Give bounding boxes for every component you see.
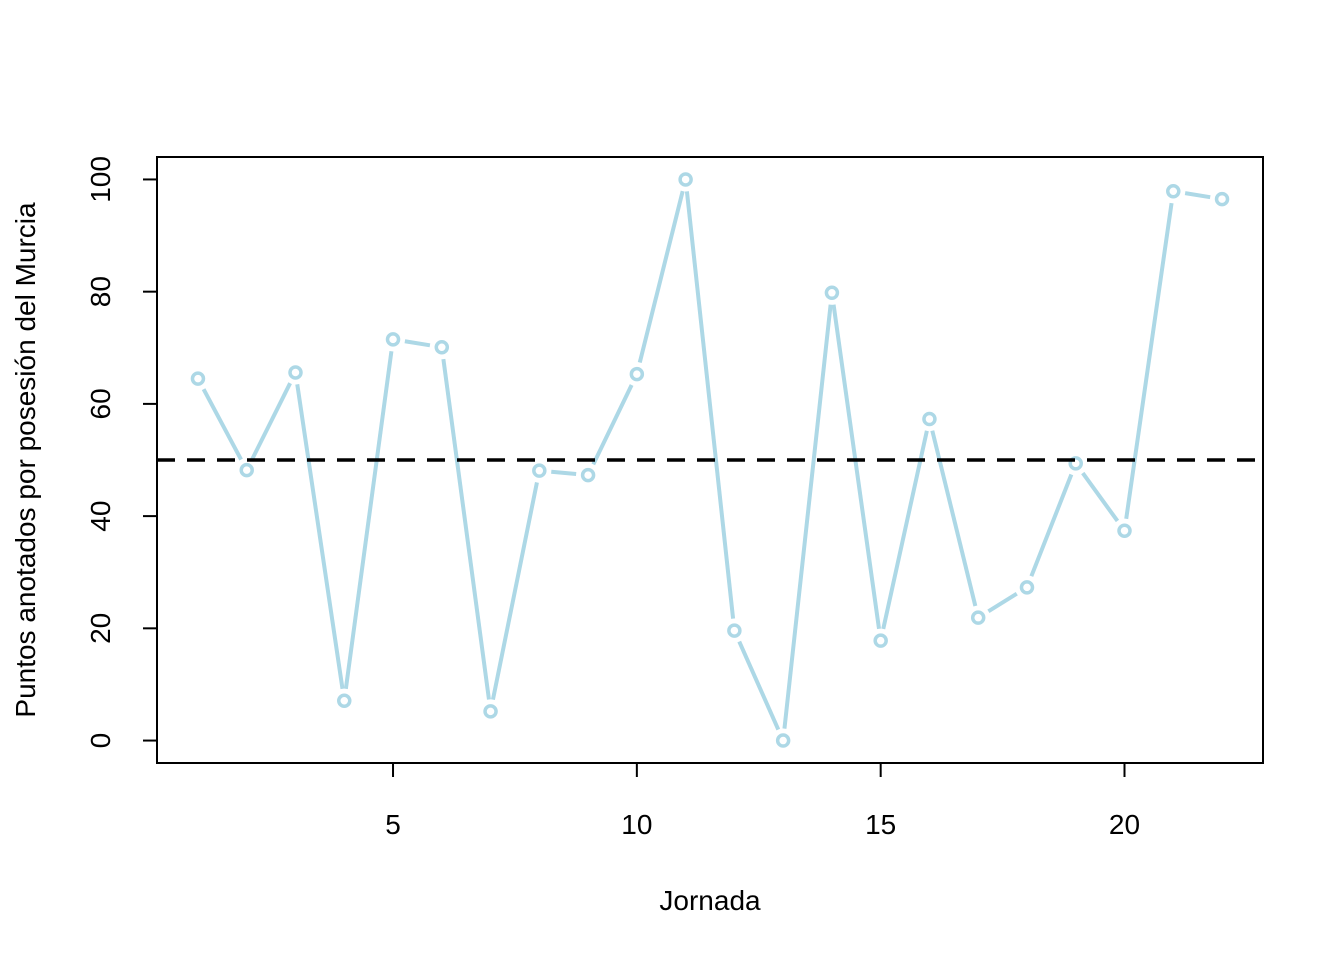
series-segment xyxy=(782,304,833,729)
y-tick-label: 40 xyxy=(85,501,116,532)
x-tick-label: 5 xyxy=(385,809,401,840)
y-tick-label: 100 xyxy=(85,156,116,203)
data-point xyxy=(239,462,254,478)
data-point xyxy=(1068,456,1083,471)
data-point xyxy=(727,623,742,638)
series-segment xyxy=(201,388,243,461)
series-segment xyxy=(1124,202,1174,520)
data-point xyxy=(922,411,937,427)
series-segment xyxy=(1029,473,1074,577)
data-point xyxy=(678,172,693,187)
x-axis: 5 10 15 20 xyxy=(385,762,1140,840)
y-axis: 0 20 40 60 80 100 xyxy=(85,156,158,749)
data-point xyxy=(873,633,888,648)
data-point xyxy=(288,365,303,380)
data-point xyxy=(1019,580,1035,595)
data-point xyxy=(1214,191,1230,207)
y-tick-label: 0 xyxy=(85,733,116,749)
data-point xyxy=(385,332,401,347)
data-point xyxy=(483,704,498,719)
data-point xyxy=(775,733,791,748)
x-tick-label: 10 xyxy=(621,809,652,840)
x-tick-label: 15 xyxy=(865,809,896,840)
series-segment xyxy=(831,304,881,630)
series-segment xyxy=(295,384,345,690)
data-point xyxy=(532,463,547,478)
series-segment xyxy=(551,469,577,477)
series-segment xyxy=(250,382,292,461)
data-point xyxy=(580,467,596,483)
series-segment xyxy=(930,430,978,607)
series-segment xyxy=(987,592,1018,614)
data-point xyxy=(1117,523,1132,538)
series-segment xyxy=(637,190,685,363)
y-axis-label: Puntos anotados por posesión del Murcia xyxy=(10,202,41,718)
series-segment xyxy=(737,640,781,731)
y-tick-label: 60 xyxy=(85,388,116,419)
data-point xyxy=(337,693,352,708)
series-segment xyxy=(343,350,394,690)
y-tick-label: 80 xyxy=(85,276,116,307)
series-segment xyxy=(591,384,634,466)
data-point xyxy=(970,610,986,625)
series-segment xyxy=(1184,191,1211,200)
data-point xyxy=(190,371,206,386)
series-segment xyxy=(684,191,736,619)
series-segment xyxy=(1081,471,1120,523)
data-point xyxy=(434,339,450,355)
y-tick-label: 20 xyxy=(85,613,116,644)
x-axis-label: Jornada xyxy=(659,885,761,916)
data-point xyxy=(1166,183,1181,199)
data-point xyxy=(629,366,645,382)
series-segment xyxy=(881,430,929,630)
data-point xyxy=(824,285,840,301)
x-tick-label: 20 xyxy=(1109,809,1140,840)
series-segment xyxy=(404,339,431,348)
series-segment xyxy=(441,358,491,700)
series-segment xyxy=(490,482,539,701)
